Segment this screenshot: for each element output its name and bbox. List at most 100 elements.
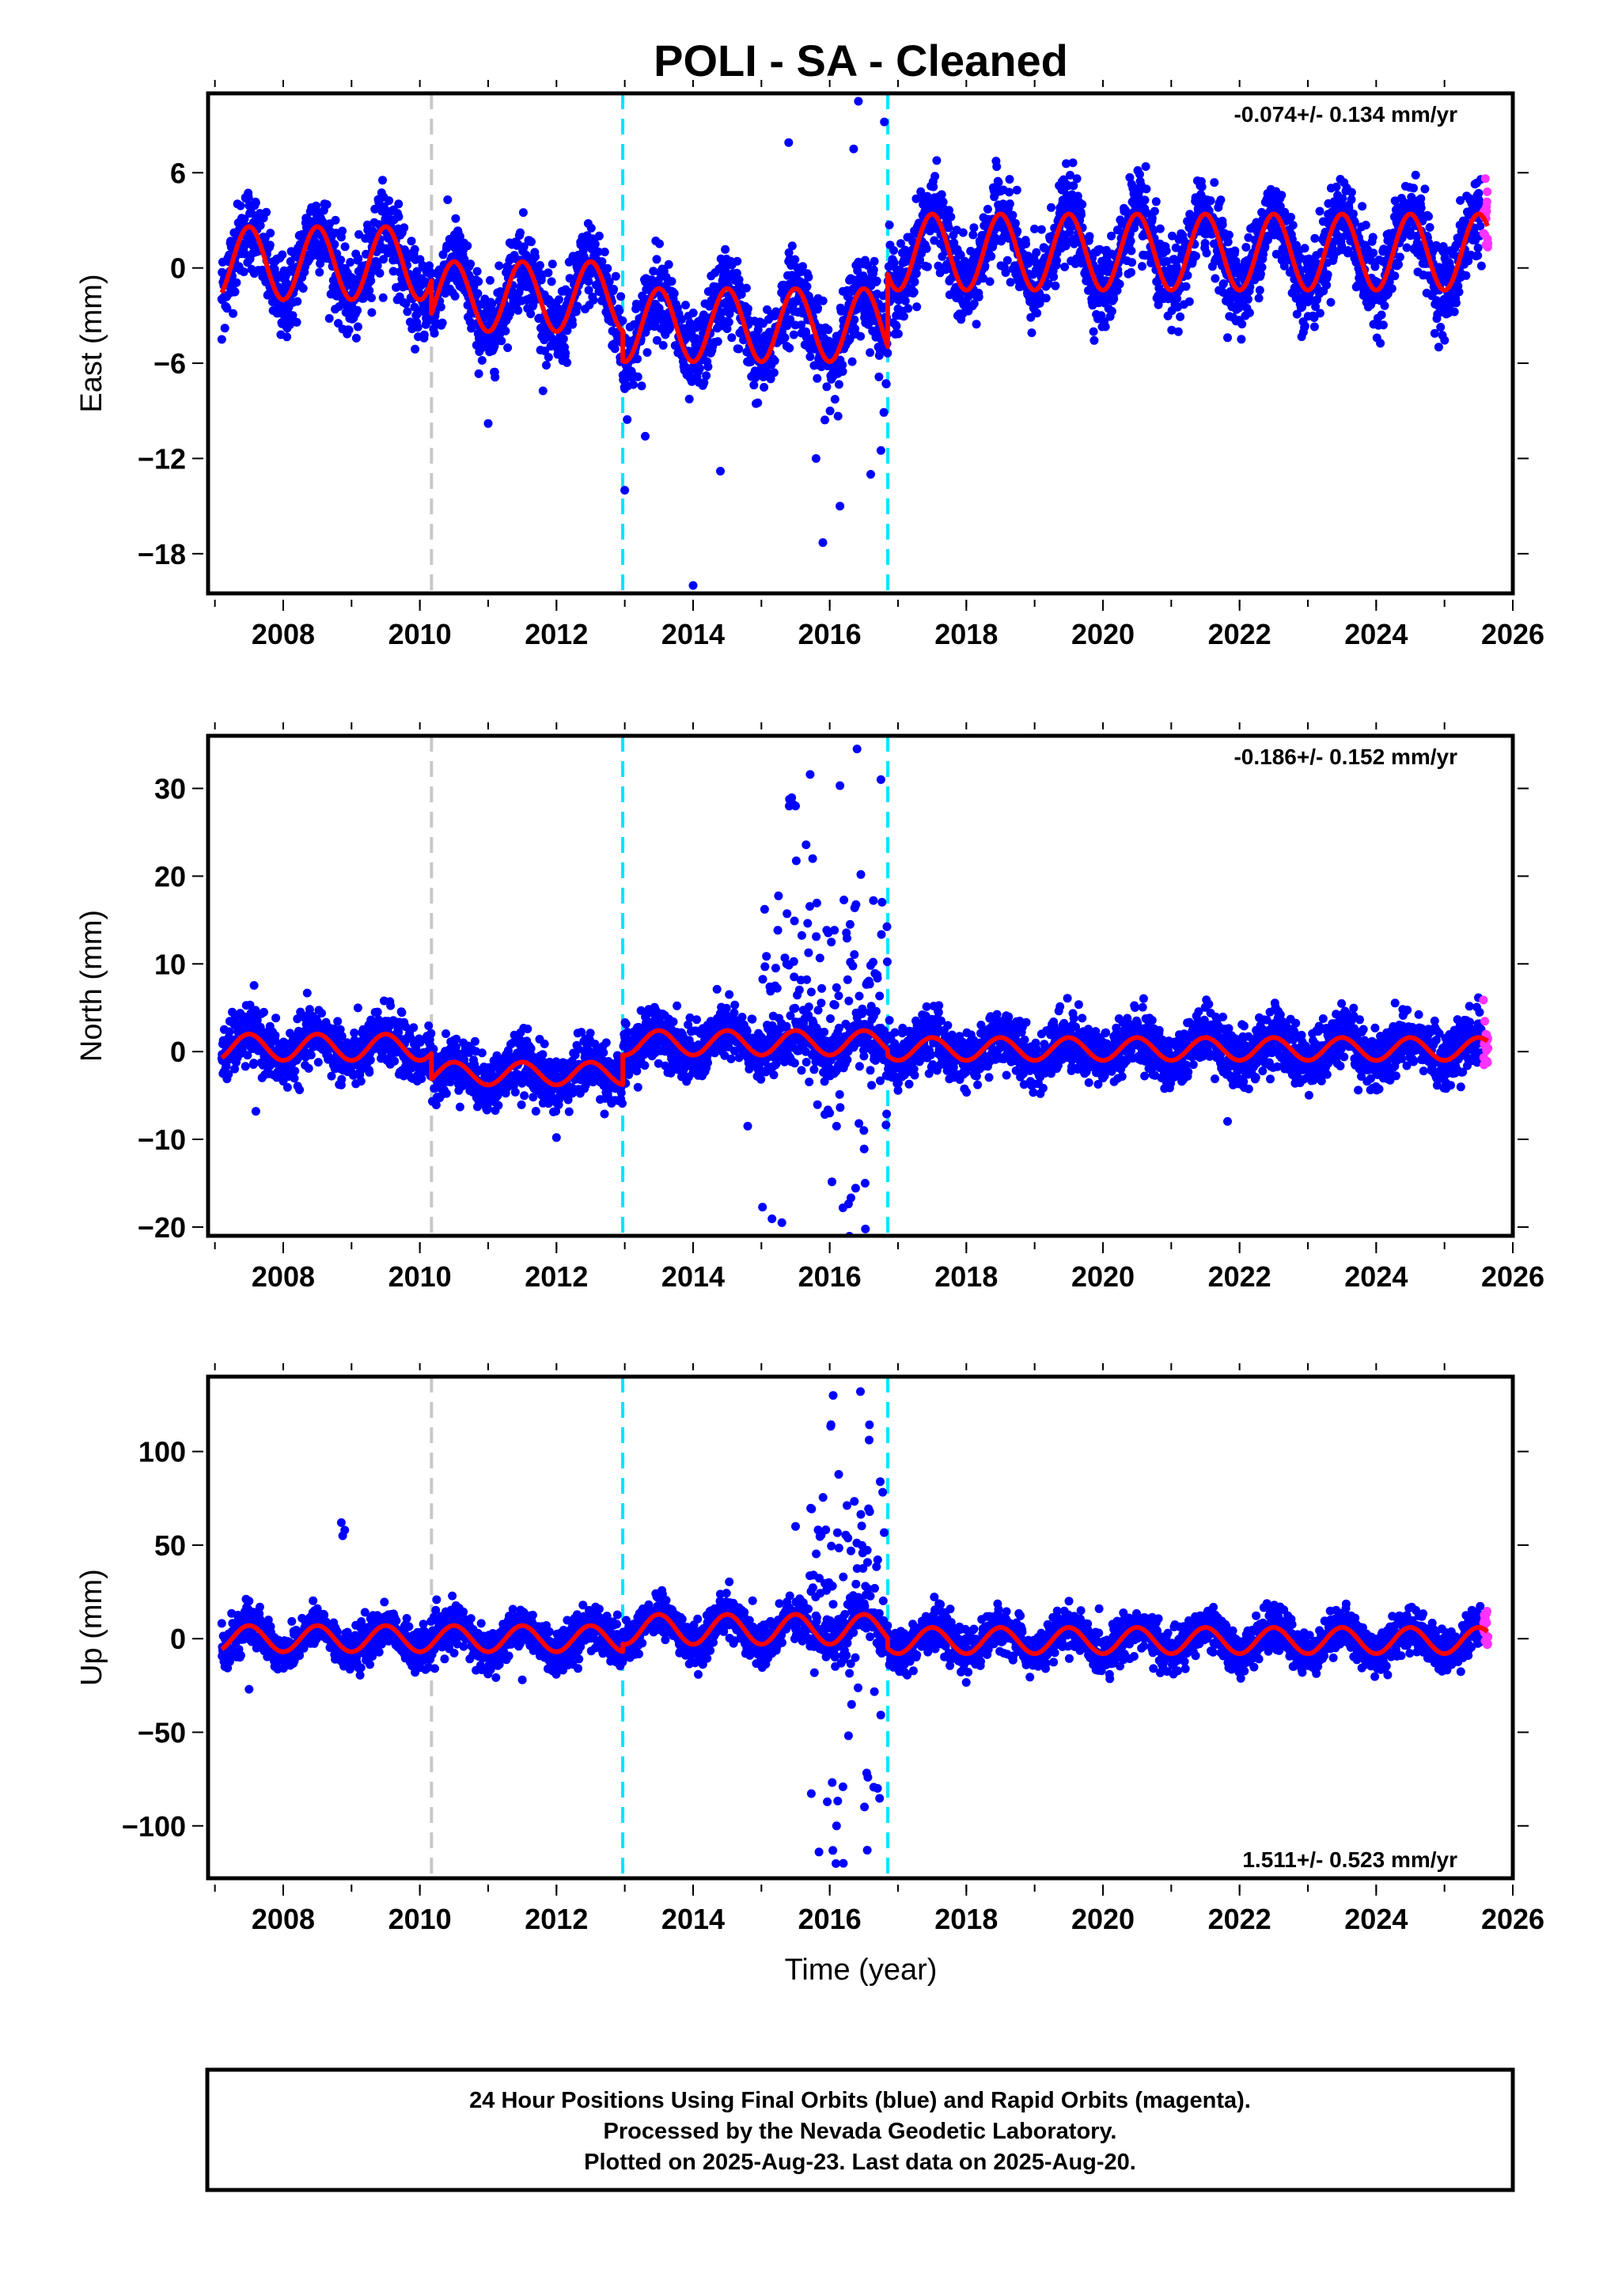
data-point bbox=[351, 333, 361, 343]
data-point bbox=[385, 196, 394, 206]
data-point bbox=[526, 309, 536, 319]
data-point bbox=[403, 307, 412, 316]
data-point bbox=[474, 277, 483, 286]
data-point bbox=[713, 337, 722, 347]
data-point bbox=[885, 220, 894, 229]
rapid-point bbox=[1482, 197, 1491, 206]
data-point bbox=[401, 299, 411, 309]
data-point bbox=[727, 333, 737, 343]
data-point bbox=[1005, 188, 1014, 197]
data-point bbox=[684, 394, 694, 404]
data-point bbox=[1358, 202, 1367, 211]
data-point bbox=[1387, 284, 1396, 294]
outlier-point bbox=[836, 502, 845, 511]
data-point bbox=[1288, 221, 1298, 230]
data-point bbox=[390, 1056, 400, 1066]
data-point bbox=[889, 246, 898, 255]
data-point bbox=[937, 190, 946, 199]
data-point bbox=[870, 256, 879, 266]
data-point bbox=[892, 321, 901, 331]
data-point bbox=[501, 326, 510, 335]
data-point bbox=[603, 263, 612, 273]
data-point bbox=[455, 232, 464, 241]
data-point bbox=[286, 257, 295, 266]
data-point bbox=[825, 406, 835, 415]
data-point bbox=[633, 354, 642, 364]
data-point bbox=[899, 312, 908, 321]
data-point bbox=[542, 361, 551, 370]
data-point bbox=[302, 988, 312, 998]
data-point bbox=[1395, 252, 1404, 262]
data-point bbox=[244, 192, 253, 202]
data-point bbox=[1127, 267, 1135, 277]
data-point bbox=[824, 325, 833, 335]
outlier-point bbox=[880, 117, 889, 127]
data-point bbox=[974, 292, 983, 301]
x-tick-label: 2012 bbox=[525, 618, 588, 650]
data-point bbox=[1300, 321, 1309, 331]
y-tick-label: 0 bbox=[170, 252, 186, 285]
data-point bbox=[527, 237, 536, 247]
data-point bbox=[1206, 196, 1215, 206]
data-point bbox=[1361, 221, 1370, 229]
data-point bbox=[240, 214, 249, 224]
data-point bbox=[531, 252, 540, 262]
data-point bbox=[1162, 246, 1171, 256]
data-point bbox=[658, 341, 668, 350]
data-point bbox=[540, 347, 550, 356]
data-point bbox=[271, 1013, 281, 1023]
panel-north: 2008 2010 2012 2014 2016 2018 2020 2022 2024 2026… bbox=[75, 722, 1544, 1293]
data-point bbox=[958, 228, 968, 237]
data-point bbox=[1309, 322, 1319, 332]
data-point bbox=[930, 172, 940, 181]
data-point bbox=[833, 411, 843, 421]
data-point bbox=[818, 296, 828, 305]
data-point bbox=[604, 277, 614, 286]
data-point bbox=[802, 282, 812, 291]
data-point bbox=[293, 297, 302, 306]
data-point bbox=[944, 223, 953, 233]
data-point bbox=[353, 1003, 362, 1013]
data-point bbox=[946, 212, 956, 222]
data-point bbox=[346, 258, 355, 267]
data-point bbox=[1200, 239, 1210, 248]
data-point bbox=[565, 274, 574, 283]
data-point bbox=[1210, 178, 1219, 188]
data-point bbox=[838, 367, 847, 376]
y-tick-label: −12 bbox=[138, 442, 186, 475]
data-point bbox=[1416, 203, 1426, 213]
data-point bbox=[760, 383, 769, 392]
data-point bbox=[1244, 294, 1252, 304]
data-point bbox=[869, 265, 878, 275]
data-point bbox=[353, 305, 362, 315]
data-point bbox=[519, 242, 529, 252]
data-point bbox=[1409, 184, 1418, 193]
data-point bbox=[1085, 232, 1094, 241]
data-point bbox=[367, 308, 377, 317]
data-point bbox=[780, 333, 790, 343]
data-point bbox=[295, 1085, 305, 1094]
data-point bbox=[495, 261, 504, 271]
data-point bbox=[443, 195, 453, 204]
chart-title: POLI - SA - Cleaned bbox=[654, 36, 1068, 85]
data-point bbox=[681, 301, 690, 310]
data-point bbox=[741, 283, 751, 293]
plot-area bbox=[217, 736, 1493, 1236]
data-point bbox=[1434, 343, 1443, 352]
data-point bbox=[229, 309, 238, 318]
data-point bbox=[277, 301, 286, 311]
x-tick-label: 2016 bbox=[798, 618, 862, 650]
data-point bbox=[1255, 286, 1264, 295]
data-point bbox=[1394, 260, 1403, 269]
data-point bbox=[1376, 339, 1385, 348]
data-point bbox=[1224, 230, 1234, 240]
outlier-point bbox=[784, 138, 794, 147]
data-point bbox=[236, 201, 245, 210]
data-point bbox=[491, 373, 500, 382]
data-point bbox=[909, 287, 919, 297]
data-point bbox=[230, 287, 240, 297]
data-point bbox=[1368, 233, 1378, 242]
outlier-point bbox=[716, 467, 725, 475]
data-point bbox=[1173, 327, 1183, 336]
data-point bbox=[548, 260, 557, 269]
